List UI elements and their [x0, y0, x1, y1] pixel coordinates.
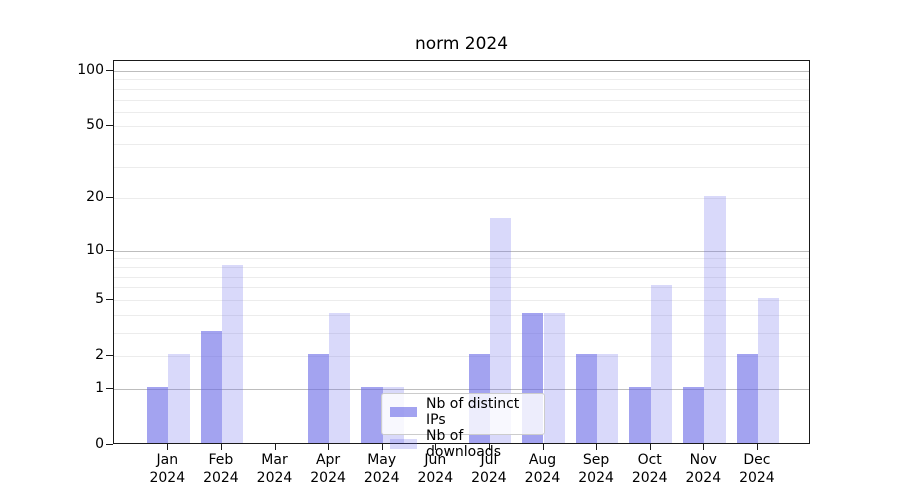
x-tick-mark	[596, 444, 598, 450]
x-tick-mark	[328, 444, 330, 450]
y-tick-label: 2	[95, 347, 104, 363]
bar-jan-ips	[146, 386, 169, 443]
gridline-minor	[114, 126, 809, 128]
legend-item-distinct-ips: Nb of distinct IPs	[390, 396, 536, 428]
chart-title: norm 2024	[414, 34, 509, 54]
x-tick-mark	[274, 444, 276, 450]
legend-label-distinct-ips: Nb of distinct IPs	[426, 396, 520, 428]
legend-item-downloads: Nb of downloads	[390, 428, 536, 460]
x-tick-label: Nov 2024	[685, 452, 722, 486]
bar-jan-downloads	[168, 354, 190, 443]
gridline-minor	[114, 111, 809, 113]
x-tick-label: May 2024	[363, 452, 400, 486]
x-tick-mark	[649, 444, 651, 450]
gridline-major	[114, 388, 809, 390]
gridline-minor	[114, 266, 809, 268]
gridline-minor	[114, 356, 809, 357]
x-tick-label: Jul 2024	[471, 452, 507, 486]
y-tick-label: 100	[77, 62, 104, 78]
y-tick-mark	[106, 197, 113, 199]
legend-swatch-distinct-ips-icon	[390, 407, 417, 417]
gridline-minor	[114, 332, 809, 334]
plot-area	[113, 60, 810, 444]
x-tick-mark	[220, 444, 222, 450]
x-tick-mark	[703, 444, 705, 450]
y-tick-label: 10	[86, 241, 104, 258]
x-tick-mark	[488, 444, 490, 450]
x-tick-label: Jun 2024	[417, 452, 454, 486]
x-tick-label: Dec 2024	[739, 452, 775, 486]
bar-sep-downloads	[597, 354, 619, 443]
x-tick-mark	[542, 444, 544, 450]
bar-oct-ips	[629, 386, 651, 443]
bar-jul-downloads	[489, 218, 512, 443]
y-tick-mark	[106, 355, 113, 356]
bar-sep-ips	[575, 354, 598, 443]
x-tick-label: Apr 2024	[310, 452, 346, 486]
y-tick-mark	[106, 387, 113, 389]
bar-feb-downloads	[221, 264, 244, 443]
bar-feb-ips	[200, 330, 222, 443]
x-tick-label: Jan 2024	[149, 452, 186, 486]
x-tick-label: Oct 2024	[631, 452, 668, 486]
y-tick-mark	[106, 70, 113, 71]
bar-nov-ips	[682, 386, 705, 443]
bar-dec-ips	[736, 354, 758, 443]
x-tick-label: Feb 2024	[203, 452, 239, 486]
gridline-minor	[114, 88, 809, 90]
gridline-minor	[114, 258, 809, 260]
gridline-minor	[114, 144, 809, 146]
x-tick-mark	[167, 444, 169, 450]
bar-may-ips	[361, 386, 383, 443]
gridline-minor	[114, 287, 809, 289]
x-tick-mark	[435, 444, 437, 450]
gridline-major	[114, 250, 809, 252]
bar-nov-downloads	[704, 196, 726, 443]
gridline-minor	[114, 79, 809, 81]
gridline-major	[114, 71, 809, 72]
y-tick-mark	[106, 125, 113, 127]
gridline-minor	[114, 276, 809, 278]
bar-aug-downloads	[543, 312, 565, 443]
x-tick-label: Sep 2024	[578, 452, 614, 486]
x-tick-label: Aug 2024	[524, 452, 561, 486]
x-tick-mark	[756, 444, 758, 450]
y-tick-label: 5	[95, 290, 104, 307]
gridline-minor	[114, 299, 809, 301]
y-tick-label: 0	[95, 436, 104, 452]
y-tick-mark	[106, 249, 113, 251]
legend-swatch-downloads-icon	[390, 439, 417, 449]
gridline-minor	[114, 198, 809, 200]
gridline-minor	[114, 99, 809, 101]
legend: Nb of distinct IPs Nb of downloads	[381, 393, 545, 460]
legend-label-downloads: Nb of downloads	[426, 428, 501, 460]
x-tick-mark	[381, 444, 383, 450]
bar-dec-downloads	[757, 297, 780, 443]
bar-apr-downloads	[329, 312, 351, 443]
y-tick-label: 20	[86, 189, 104, 206]
bar-apr-ips	[307, 354, 330, 443]
y-tick-mark	[106, 298, 113, 300]
x-tick-label: Mar 2024	[256, 452, 293, 486]
gridline-minor	[114, 166, 809, 168]
y-tick-label: 1	[95, 379, 104, 396]
y-tick-label: 50	[86, 117, 104, 134]
gridline-minor	[114, 314, 809, 316]
y-tick-mark	[106, 444, 113, 445]
bar-oct-downloads	[650, 285, 673, 443]
